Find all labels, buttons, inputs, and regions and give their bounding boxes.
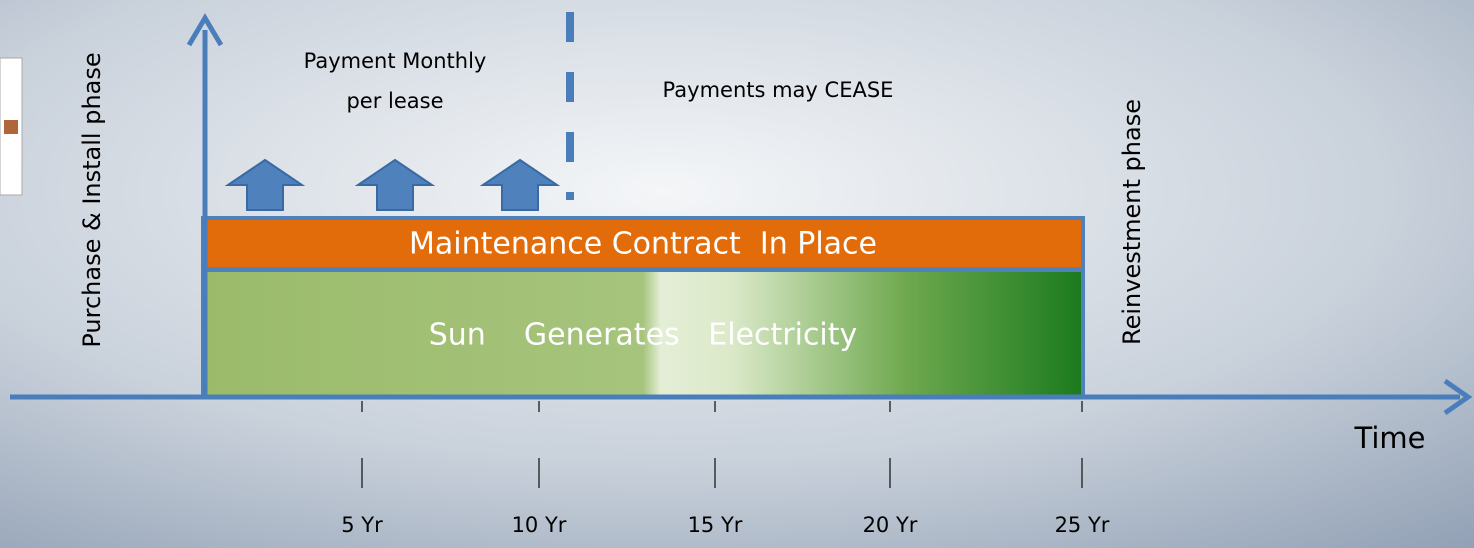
generation-label: Sun Generates Electricity: [429, 318, 858, 353]
tick-label: 20 Yr: [863, 513, 918, 537]
reinvestment-label: Reinvestment phase: [1118, 99, 1146, 345]
page: Maintenance Contract In Place Sun Genera…: [0, 0, 1474, 548]
y-axis-label: Purchase & Install phase: [78, 52, 106, 347]
diagram: Maintenance Contract In Place Sun Genera…: [0, 0, 1474, 548]
payment-note: per lease: [346, 89, 443, 113]
maintenance-label: Maintenance Contract In Place: [409, 227, 877, 262]
icon: [4, 120, 18, 134]
tick-label: 15 Yr: [688, 513, 743, 537]
tick-label: 10 Yr: [512, 513, 567, 537]
x-axis-label: Time: [1354, 421, 1426, 455]
payment-note: Payment Monthly: [304, 49, 487, 73]
tick-label: 25 Yr: [1055, 513, 1110, 537]
cease-note: Payments may CEASE: [663, 78, 894, 102]
payment-arrows: [228, 160, 557, 210]
tick-label: 5 Yr: [341, 513, 383, 537]
